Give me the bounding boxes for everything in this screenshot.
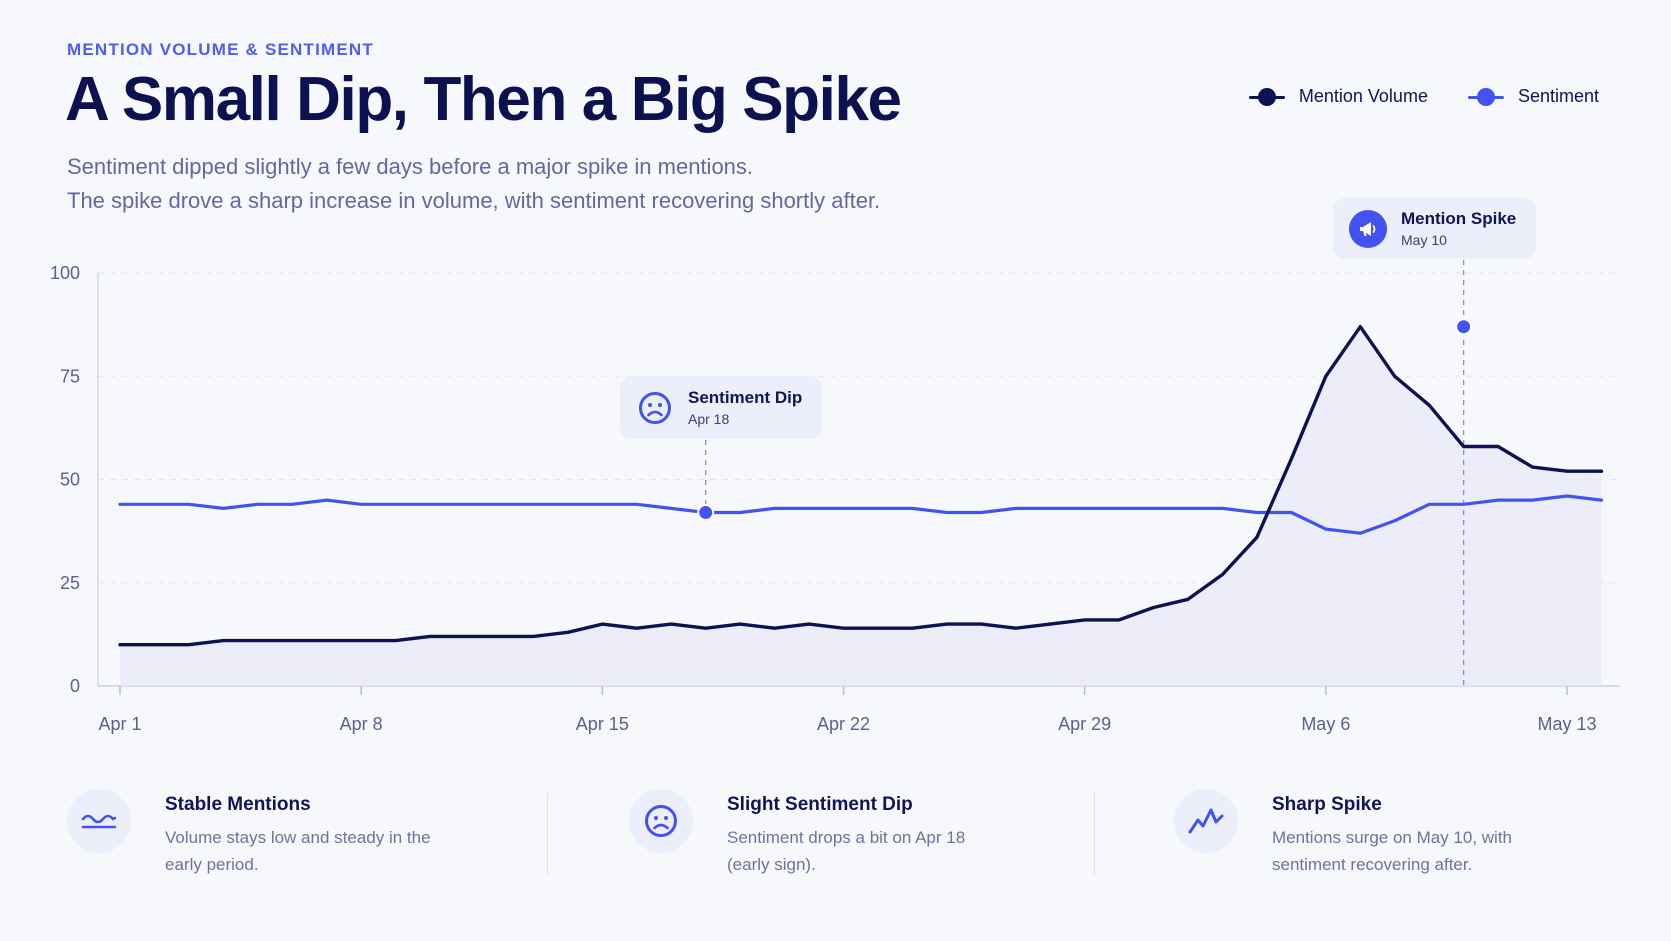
legend-item-mention-volume: Mention Volume xyxy=(1248,86,1428,107)
spike-marker xyxy=(1455,318,1473,336)
callout-spike-date: May 10 xyxy=(1401,232,1447,248)
legend-swatch-sentiment xyxy=(1467,87,1504,107)
legend-swatch-mention-volume xyxy=(1248,87,1285,107)
y-tick-label: 50 xyxy=(60,470,80,490)
mention-volume-line xyxy=(118,325,1604,647)
insight-desc: Sentiment drops a bit on Apr 18 (early s… xyxy=(727,828,966,874)
insight-title: Slight Sentiment Dip xyxy=(727,794,913,815)
sad-face-icon xyxy=(629,789,693,853)
legend-item-sentiment: Sentiment xyxy=(1467,86,1599,107)
x-tick-label: Apr 22 xyxy=(817,714,870,734)
legend-label-mention-volume: Mention Volume xyxy=(1298,86,1428,106)
insight-title: Stable Mentions xyxy=(165,794,311,815)
insight-stable-mentions: Stable Mentions Volume stays low and ste… xyxy=(67,789,435,878)
eyebrow-label: MENTION VOLUME & SENTIMENT xyxy=(67,40,374,59)
y-tick-label: 25 xyxy=(60,573,80,593)
mention-spike-callout: Mention Spike May 10 xyxy=(1333,198,1537,259)
x-tick-label: May 6 xyxy=(1301,714,1350,734)
insight-desc: Mentions surge on May 10, with sentiment… xyxy=(1272,828,1513,874)
x-tick-label: Apr 29 xyxy=(1058,714,1111,734)
x-tick-label: May 13 xyxy=(1537,714,1596,734)
callout-spike-title: Mention Spike xyxy=(1401,209,1517,228)
megaphone-icon xyxy=(1349,209,1387,248)
y-tick-label: 100 xyxy=(50,263,80,283)
sentiment-line xyxy=(118,494,1604,535)
zigzag-icon xyxy=(1174,789,1238,853)
line-chart: 0 25 50 75 100 Apr 1 Apr 8 Apr 15 Apr 22 Apr 29 Ma… xyxy=(50,260,1620,734)
legend-label-sentiment: Sentiment xyxy=(1517,86,1599,106)
x-tick-label: Apr 1 xyxy=(98,714,141,734)
subtitle-line-1: Sentiment dipped slightly a few days bef… xyxy=(67,154,754,179)
insight-divider xyxy=(1094,793,1095,875)
volume-area xyxy=(120,326,1602,686)
insight-sharp-spike: Sharp Spike Mentions surge on May 10, wi… xyxy=(1174,789,1542,878)
sentiment-dip-callout: Sentiment Dip Apr 18 xyxy=(620,376,823,439)
sad-face-icon xyxy=(636,389,674,427)
chart-legend: Mention Volume Sentiment xyxy=(1248,86,1599,107)
y-tick-label: 0 xyxy=(70,676,80,696)
page-title: A Small Dip, Then a Big Spike xyxy=(65,65,902,134)
y-tick-label: 75 xyxy=(60,366,80,386)
callout-dip-date: Apr 18 xyxy=(688,411,730,427)
insight-title: Sharp Spike xyxy=(1272,794,1382,815)
insight-divider xyxy=(547,793,548,875)
x-tick-label: Apr 8 xyxy=(340,714,383,734)
insight-desc: Volume stays low and steady in the early… xyxy=(165,828,431,874)
insights-row: Stable Mentions Volume stays low and ste… xyxy=(67,789,1607,879)
subtitle-line-2: The spike drove a sharp increase in volu… xyxy=(67,188,881,213)
callout-dip-title: Sentiment Dip xyxy=(688,388,803,407)
dip-marker xyxy=(697,504,715,522)
insight-sentiment-dip: Slight Sentiment Dip Sentiment drops a b… xyxy=(629,789,997,878)
page-subtitle: Sentiment dipped slightly a few days bef… xyxy=(67,150,880,218)
x-tick-label: Apr 15 xyxy=(576,714,629,734)
wave-icon xyxy=(67,789,131,853)
